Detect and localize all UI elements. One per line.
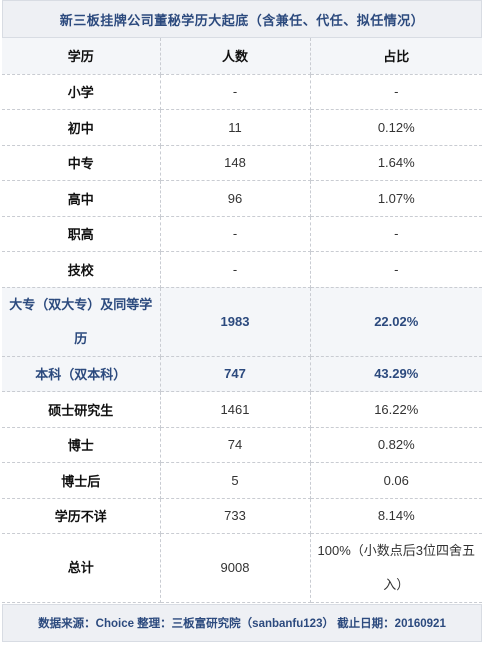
table-row: 学历不详 733 8.14%	[2, 498, 482, 534]
row-share: -	[310, 216, 482, 252]
row-share: 0.12%	[310, 109, 482, 146]
row-education: 职高	[2, 216, 161, 252]
row-education: 硕士研究生	[2, 391, 161, 428]
row-count: 5	[160, 462, 311, 499]
row-count: -	[160, 74, 311, 110]
row-share: 100%（小数点后3位四舍五入）	[310, 533, 482, 603]
source-footer: 数据来源：Choice 整理：三板富研究院（sanbanfu123） 截止日期：…	[2, 604, 482, 642]
table-title: 新三板挂牌公司董秘学历大起底（含兼任、代任、拟任情况）	[2, 0, 482, 38]
row-share: 0.82%	[310, 427, 482, 463]
row-education: 学历不详	[2, 498, 161, 534]
row-education: 小学	[2, 74, 161, 110]
table-row: 职高 - -	[2, 216, 482, 252]
row-count: 747	[160, 356, 311, 392]
row-education: 大专（双大专）及同等学历	[2, 287, 161, 357]
row-count: 9008	[160, 533, 311, 603]
row-count: 148	[160, 145, 311, 181]
row-count: 74	[160, 427, 311, 463]
header-education: 学历	[2, 38, 161, 75]
row-education: 中专	[2, 145, 161, 181]
header-share: 占比	[310, 38, 482, 75]
row-education: 博士后	[2, 462, 161, 499]
table-header-row: 学历 人数 占比	[2, 38, 482, 75]
row-education: 博士	[2, 427, 161, 463]
row-share: 22.02%	[310, 287, 482, 357]
row-count: 1461	[160, 391, 311, 428]
row-share: -	[310, 251, 482, 288]
table-row: 小学 - -	[2, 74, 482, 110]
table-row: 中专 148 1.64%	[2, 145, 482, 181]
row-share: 1.64%	[310, 145, 482, 181]
row-education: 高中	[2, 180, 161, 217]
table-row: 博士 74 0.82%	[2, 427, 482, 463]
table-row: 硕士研究生 1461 16.22%	[2, 391, 482, 428]
row-education: 总计	[2, 533, 161, 603]
row-count: 11	[160, 109, 311, 146]
row-share: -	[310, 74, 482, 110]
table-row-highlight: 大专（双大专）及同等学历 1983 22.02%	[2, 287, 482, 357]
row-share: 16.22%	[310, 391, 482, 428]
row-count: -	[160, 251, 311, 288]
education-table: 学历 人数 占比 小学 - - 初中 11 0.12% 中专 148 1.64%	[2, 38, 482, 603]
table-row: 高中 96 1.07%	[2, 180, 482, 217]
row-count: 733	[160, 498, 311, 534]
table-row: 技校 - -	[2, 251, 482, 288]
row-share: 1.07%	[310, 180, 482, 217]
row-share: 0.06	[310, 462, 482, 499]
table-row-total: 总计 9008 100%（小数点后3位四舍五入）	[2, 533, 482, 603]
row-count: 96	[160, 180, 311, 217]
row-count: -	[160, 216, 311, 252]
table-row-highlight: 本科（双本科） 747 43.29%	[2, 356, 482, 392]
row-share: 8.14%	[310, 498, 482, 534]
table-row: 初中 11 0.12%	[2, 109, 482, 146]
row-count: 1983	[160, 287, 311, 357]
header-count: 人数	[160, 38, 311, 75]
row-share: 43.29%	[310, 356, 482, 392]
row-education: 技校	[2, 251, 161, 288]
row-education: 本科（双本科）	[2, 356, 161, 392]
row-education: 初中	[2, 109, 161, 146]
table-row: 博士后 5 0.06	[2, 462, 482, 499]
